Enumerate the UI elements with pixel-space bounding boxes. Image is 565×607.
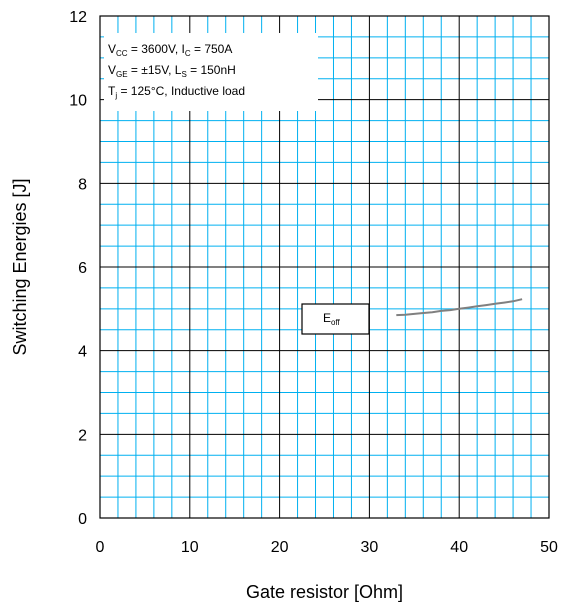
conditions-segment: = 125°C, Inductive load [117,84,245,98]
conditions-box [104,33,318,111]
y-tick-label: 6 [78,260,87,277]
plot-frame [99,15,550,519]
conditions-segment: V [108,42,116,56]
series-line-eoff [396,298,523,317]
conditions-segment: = ±15V, L [128,63,182,77]
y-axis-ticks: 0 2 4 6 8 10 12 [69,9,87,528]
legend: Eoff [301,303,370,335]
y-tick-label: 0 [78,511,87,528]
x-tick-label: 30 [361,539,379,556]
y-tick-label: 4 [78,344,87,361]
legend-label-main: E [323,311,331,325]
y-tick-label: 12 [69,9,87,26]
conditions-segment: = 150nH [187,63,236,77]
y-tick-label: 8 [78,176,87,193]
series-layer [396,298,523,317]
conditions-segment: CC [116,49,128,58]
x-tick-label: 20 [271,539,289,556]
conditions-text: VCC = 3600V, IC = 750A VGE = ±15V, LS = 1… [108,42,245,100]
conditions-segment: GE [116,70,128,79]
legend-box [301,303,370,335]
x-axis-title: Gate resistor [Ohm] [246,582,403,602]
conditions-segment: V [108,63,116,77]
x-tick-label: 50 [540,539,558,556]
x-tick-label: 0 [96,539,105,556]
legend-label-eoff: Eoff [323,311,341,327]
conditions-segment: = 3600V, I [128,42,185,56]
legend-label-sub: off [331,318,341,327]
y-tick-label: 10 [69,93,87,110]
conditions-segment: T [108,84,116,98]
conditions-segment: C [185,49,191,58]
conditions-segment: j [114,91,117,100]
x-tick-label: 40 [450,539,468,556]
x-axis-ticks: 0 10 20 30 40 50 [96,539,558,556]
conditions-segment: = 750A [191,42,233,56]
y-tick-label: 2 [78,427,87,444]
y-axis-title: Switching Energies [J] [10,178,30,355]
x-tick-label: 10 [181,539,199,556]
conditions-segment: S [181,70,186,79]
